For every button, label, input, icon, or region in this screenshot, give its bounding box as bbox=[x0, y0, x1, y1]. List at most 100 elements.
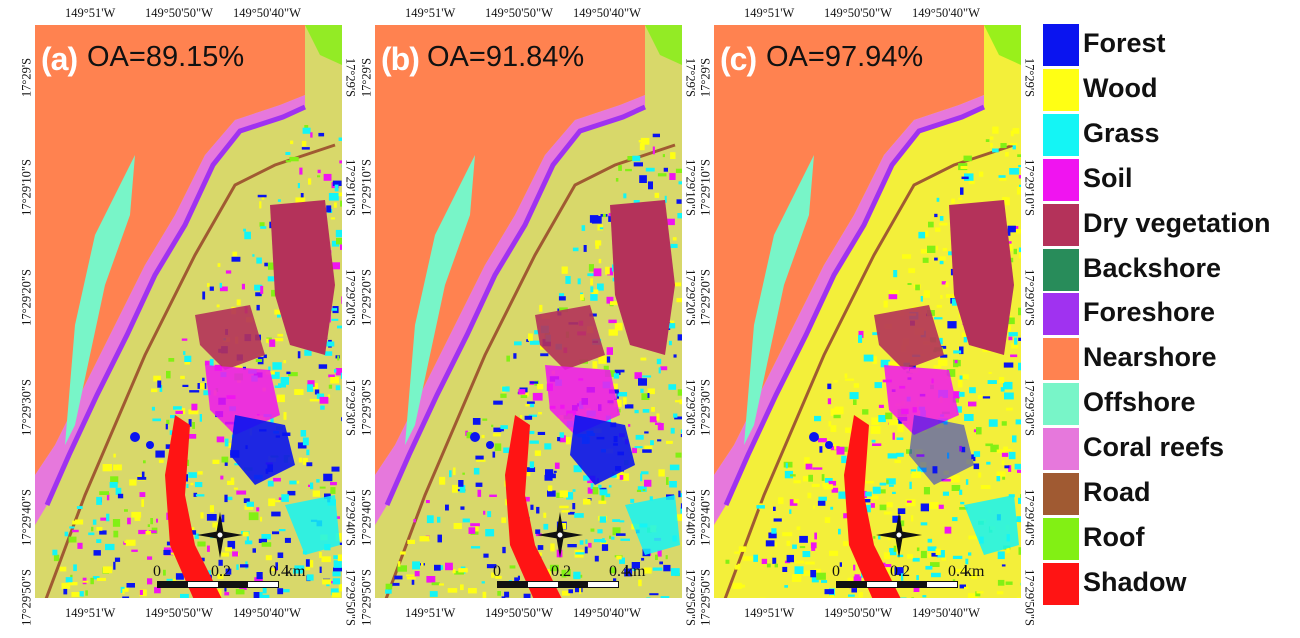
longitude-label-top: 149°50'40"W bbox=[912, 6, 980, 21]
legend-swatch bbox=[1043, 518, 1079, 560]
longitude-label-bottom: 149°51'W bbox=[744, 606, 794, 621]
longitude-label-top: 149°50'50"W bbox=[824, 6, 892, 21]
legend-swatch bbox=[1043, 563, 1079, 605]
scale-bar-line bbox=[836, 581, 958, 588]
latitude-label-right: 17°29'S bbox=[1022, 38, 1037, 118]
longitude-label-bottom: 149°50'50"W bbox=[824, 606, 892, 621]
legend-label: Roof bbox=[1083, 522, 1144, 553]
longitude-label-top: 149°50'40"W bbox=[233, 6, 301, 21]
latitude-label-right: 17°29'20"S bbox=[683, 258, 698, 338]
legend-swatch bbox=[1043, 204, 1079, 246]
latitude-label-left: 17°29'50"S bbox=[20, 558, 35, 638]
longitude-label-bottom: 149°50'50"W bbox=[485, 606, 553, 621]
legend-label: Backshore bbox=[1083, 253, 1221, 284]
latitude-label-left: 17°29'S bbox=[360, 38, 375, 118]
latitude-label-left: 17°29'20"S bbox=[20, 258, 35, 338]
longitude-label-top: 149°50'50"W bbox=[145, 6, 213, 21]
longitude-label-top: 149°50'40"W bbox=[573, 6, 641, 21]
latitude-label-right: 17°29'10"S bbox=[1022, 148, 1037, 228]
north-arrow-icon bbox=[195, 510, 245, 560]
latitude-label-left: 17°29'10"S bbox=[20, 148, 35, 228]
legend-label: Coral reefs bbox=[1083, 432, 1224, 463]
legend-swatch bbox=[1043, 428, 1079, 470]
latitude-label-left: 17°29'50"S bbox=[360, 558, 375, 638]
legend-swatch bbox=[1043, 69, 1079, 111]
latitude-label-right: 17°29'50"S bbox=[1022, 558, 1037, 638]
latitude-label-left: 17°29'S bbox=[20, 38, 35, 118]
scale-bar-line bbox=[497, 581, 619, 588]
latitude-label-left: 17°29'40"S bbox=[360, 478, 375, 558]
north-arrow-icon bbox=[535, 510, 585, 560]
longitude-label-bottom: 149°50'40"W bbox=[573, 606, 641, 621]
legend-swatch bbox=[1043, 24, 1079, 66]
longitude-label-top: 149°50'50"W bbox=[485, 6, 553, 21]
panel-tag: (a) bbox=[41, 41, 77, 78]
latitude-label-left: 17°29'40"S bbox=[20, 478, 35, 558]
legend-swatch bbox=[1043, 473, 1079, 515]
scale-bar-tick-label: 0.2 bbox=[890, 563, 910, 581]
land-cover-map bbox=[375, 25, 682, 598]
legend-label: Nearshore bbox=[1083, 342, 1217, 373]
land-cover-map bbox=[35, 25, 342, 598]
legend-label: Wood bbox=[1083, 73, 1157, 104]
legend-label: Forest bbox=[1083, 28, 1166, 59]
latitude-label-right: 17°29'40"S bbox=[683, 478, 698, 558]
latitude-label-left: 17°29'30"S bbox=[360, 368, 375, 448]
scale-bar-tick-label: 0.2 bbox=[551, 563, 571, 581]
latitude-label-left: 17°29'30"S bbox=[699, 368, 714, 448]
latitude-label-left: 17°29'30"S bbox=[20, 368, 35, 448]
latitude-label-left: 17°29'50"S bbox=[699, 558, 714, 638]
land-cover-map bbox=[714, 25, 1021, 598]
latitude-label-left: 17°29'40"S bbox=[699, 478, 714, 558]
legend-swatch bbox=[1043, 338, 1079, 380]
longitude-label-bottom: 149°51'W bbox=[65, 606, 115, 621]
latitude-label-right: 17°29'10"S bbox=[683, 148, 698, 228]
longitude-label-bottom: 149°50'40"W bbox=[912, 606, 980, 621]
legend-label: Grass bbox=[1083, 118, 1160, 149]
latitude-label-right: 17°29'50"S bbox=[343, 558, 358, 638]
latitude-label-right: 17°29'30"S bbox=[1022, 368, 1037, 448]
north-arrow-icon bbox=[874, 510, 924, 560]
legend-swatch bbox=[1043, 383, 1079, 425]
longitude-label-bottom: 149°51'W bbox=[405, 606, 455, 621]
longitude-label-bottom: 149°50'50"W bbox=[145, 606, 213, 621]
latitude-label-right: 17°29'50"S bbox=[683, 558, 698, 638]
latitude-label-right: 17°29'40"S bbox=[343, 478, 358, 558]
panel-tag: (c) bbox=[720, 41, 756, 78]
scale-bar-unit: km bbox=[625, 563, 645, 581]
scale-bar-tick-label: 0 bbox=[153, 563, 161, 581]
latitude-label-right: 17°29'30"S bbox=[683, 368, 698, 448]
latitude-label-right: 17°29'20"S bbox=[1022, 258, 1037, 338]
longitude-label-bottom: 149°50'40"W bbox=[233, 606, 301, 621]
legend-label: Shadow bbox=[1083, 567, 1187, 598]
latitude-label-right: 17°29'40"S bbox=[1022, 478, 1037, 558]
latitude-label-right: 17°29'20"S bbox=[343, 258, 358, 338]
scale-bar-tick-label: 0 bbox=[493, 563, 501, 581]
latitude-label-right: 17°29'30"S bbox=[343, 368, 358, 448]
latitude-label-left: 17°29'10"S bbox=[360, 148, 375, 228]
scale-bar-unit: km bbox=[964, 563, 984, 581]
overall-accuracy-label: OA=97.94% bbox=[766, 41, 923, 74]
legend-swatch bbox=[1043, 114, 1079, 156]
scale-bar-unit: km bbox=[285, 563, 305, 581]
latitude-label-left: 17°29'20"S bbox=[699, 258, 714, 338]
legend-swatch bbox=[1043, 293, 1079, 335]
latitude-label-left: 17°29'10"S bbox=[699, 148, 714, 228]
panel-tag: (b) bbox=[381, 41, 419, 78]
latitude-label-right: 17°29'S bbox=[343, 38, 358, 118]
longitude-label-top: 149°51'W bbox=[65, 6, 115, 21]
scale-bar-tick-label: 0.2 bbox=[211, 563, 231, 581]
legend-swatch bbox=[1043, 249, 1079, 291]
latitude-label-left: 17°29'20"S bbox=[360, 258, 375, 338]
latitude-label-right: 17°29'S bbox=[683, 38, 698, 118]
legend-label: Dry vegetation bbox=[1083, 208, 1271, 239]
scale-bar-tick-label: 0 bbox=[832, 563, 840, 581]
legend-label: Soil bbox=[1083, 163, 1133, 194]
legend-swatch bbox=[1043, 159, 1079, 201]
longitude-label-top: 149°51'W bbox=[405, 6, 455, 21]
legend-label: Offshore bbox=[1083, 387, 1196, 418]
overall-accuracy-label: OA=91.84% bbox=[427, 41, 584, 74]
overall-accuracy-label: OA=89.15% bbox=[87, 41, 244, 74]
